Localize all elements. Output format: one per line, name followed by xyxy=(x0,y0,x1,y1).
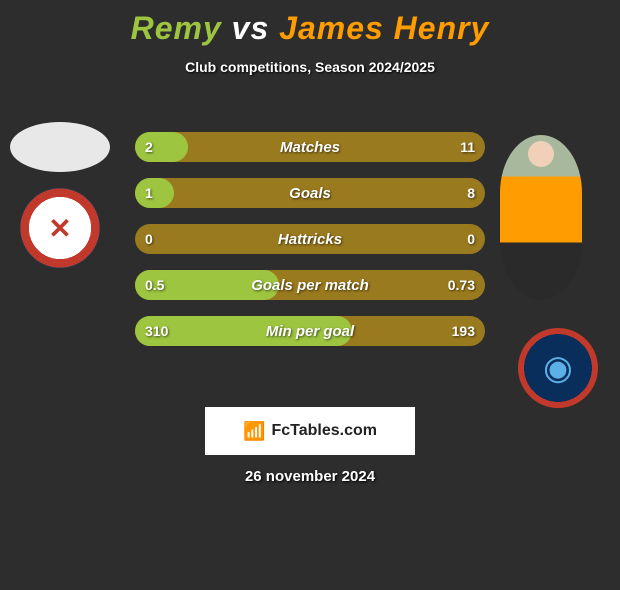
stat-right-value: 0 xyxy=(467,231,475,247)
brand-box: 📶 FcTables.com xyxy=(205,407,415,455)
stat-bars: 2 Matches 11 1 Goals 8 0 Hattricks 0 0.5… xyxy=(135,132,485,362)
stat-label: Hattricks xyxy=(135,231,485,248)
stat-bar-matches: 2 Matches 11 xyxy=(135,132,485,162)
stat-label: Min per goal xyxy=(135,323,485,340)
stat-right-value: 11 xyxy=(460,139,475,155)
player1-name: Remy xyxy=(131,10,222,46)
subtitle: Club competitions, Season 2024/2025 xyxy=(0,59,620,75)
stat-label: Goals xyxy=(135,185,485,202)
vs-text: vs xyxy=(232,10,270,46)
stat-bar-goals: 1 Goals 8 xyxy=(135,178,485,208)
stat-label: Matches xyxy=(135,139,485,156)
player1-avatar xyxy=(10,122,110,172)
player1-club-crest xyxy=(20,188,100,268)
player2-club-crest xyxy=(518,328,598,408)
player2-avatar xyxy=(500,135,582,300)
stat-right-value: 193 xyxy=(452,323,475,339)
stat-bar-min-per-goal: 310 Min per goal 193 xyxy=(135,316,485,346)
stat-label: Goals per match xyxy=(135,277,485,294)
date-text: 26 november 2024 xyxy=(0,468,620,485)
brand-text: FcTables.com xyxy=(271,422,377,440)
stat-bar-hattricks: 0 Hattricks 0 xyxy=(135,224,485,254)
stat-right-value: 8 xyxy=(467,185,475,201)
comparison-title: Remy vs James Henry xyxy=(0,10,620,47)
chart-icon: 📶 xyxy=(243,421,265,442)
player2-name: James Henry xyxy=(279,10,489,46)
stat-bar-goals-per-match: 0.5 Goals per match 0.73 xyxy=(135,270,485,300)
stat-right-value: 0.73 xyxy=(448,277,475,293)
